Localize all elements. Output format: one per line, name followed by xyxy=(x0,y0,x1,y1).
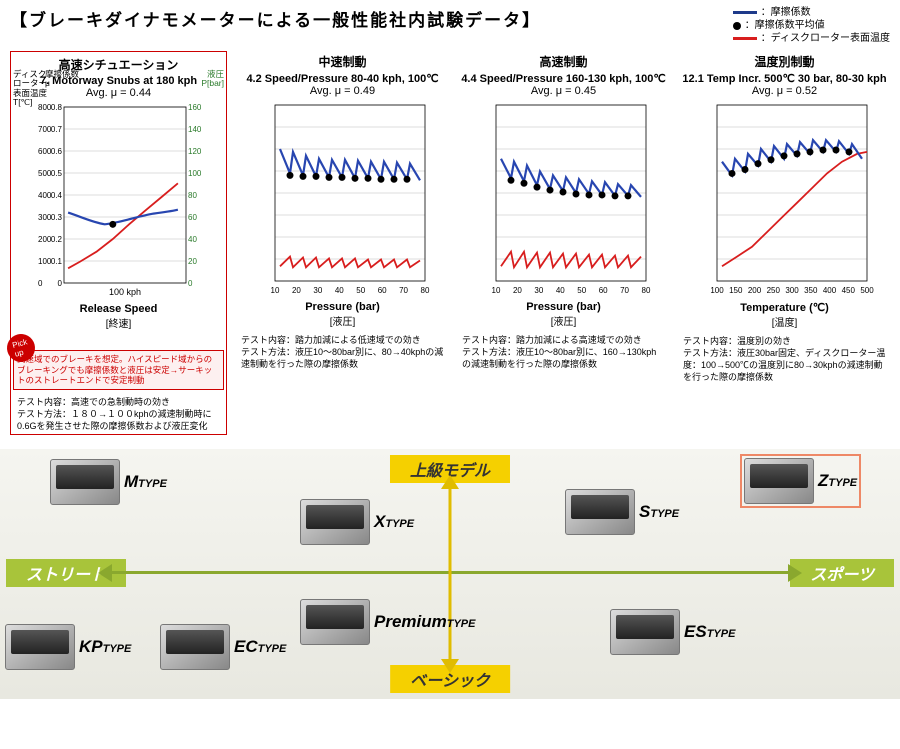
svg-text:20: 20 xyxy=(188,257,197,266)
product-x[interactable]: XTYPE xyxy=(300,499,414,545)
svg-text:80: 80 xyxy=(188,191,197,200)
svg-text:60: 60 xyxy=(377,286,386,295)
chart-0: 高速シチュエーション7. Motorway Snubs at 180 kphAv… xyxy=(10,51,227,435)
product-es[interactable]: ESTYPE xyxy=(610,609,735,655)
chart-1: 中速制動4.2 Speed/Pressure 80-40 kph, 100℃Av… xyxy=(237,51,448,435)
svg-text:700: 700 xyxy=(38,125,52,134)
page-title: 【ブレーキダイナモメーターによる一般性能社内試験データ】 xyxy=(10,6,541,31)
svg-text:450: 450 xyxy=(841,286,855,295)
svg-text:40: 40 xyxy=(188,235,197,244)
svg-text:40: 40 xyxy=(334,286,343,295)
svg-text:30: 30 xyxy=(313,286,322,295)
svg-text:30: 30 xyxy=(534,286,543,295)
svg-text:150: 150 xyxy=(729,286,743,295)
svg-text:0.1: 0.1 xyxy=(50,257,62,266)
svg-text:0: 0 xyxy=(38,279,43,288)
svg-text:10: 10 xyxy=(270,286,279,295)
svg-text:120: 120 xyxy=(188,147,202,156)
svg-text:600: 600 xyxy=(38,147,52,156)
svg-text:500: 500 xyxy=(860,286,874,295)
svg-text:400: 400 xyxy=(822,286,836,295)
svg-text:200: 200 xyxy=(38,235,52,244)
svg-text:100: 100 xyxy=(710,286,724,295)
svg-text:0.8: 0.8 xyxy=(50,103,62,112)
svg-text:60: 60 xyxy=(188,213,197,222)
svg-text:350: 350 xyxy=(804,286,818,295)
product-m[interactable]: MTYPE xyxy=(50,459,167,505)
svg-text:0.3: 0.3 xyxy=(50,213,62,222)
product-map: 上級モデル ベーシック ストリート スポーツ MTYPEXTYPESTYPEZT… xyxy=(0,449,900,699)
svg-text:300: 300 xyxy=(38,213,52,222)
svg-text:0.7: 0.7 xyxy=(50,125,62,134)
svg-text:70: 70 xyxy=(399,286,408,295)
svg-text:50: 50 xyxy=(356,286,365,295)
svg-text:140: 140 xyxy=(188,125,202,134)
svg-text:250: 250 xyxy=(766,286,780,295)
svg-text:80: 80 xyxy=(641,286,650,295)
svg-text:20: 20 xyxy=(291,286,300,295)
axis-label-right: スポーツ xyxy=(790,559,894,587)
svg-text:80: 80 xyxy=(420,286,429,295)
product-z[interactable]: ZTYPE xyxy=(740,454,861,508)
product-s[interactable]: STYPE xyxy=(565,489,679,535)
svg-text:40: 40 xyxy=(555,286,564,295)
svg-text:10: 10 xyxy=(491,286,500,295)
chart-2: 高速制動4.4 Speed/Pressure 160-130 kph, 100℃… xyxy=(458,51,669,435)
svg-text:200: 200 xyxy=(747,286,761,295)
svg-text:0: 0 xyxy=(57,279,62,288)
product-kp[interactable]: KPTYPE xyxy=(5,624,131,670)
product-premium[interactable]: PremiumTYPE xyxy=(300,599,475,645)
svg-text:60: 60 xyxy=(598,286,607,295)
svg-text:0: 0 xyxy=(188,279,193,288)
svg-text:20: 20 xyxy=(512,286,521,295)
svg-text:100: 100 xyxy=(38,257,52,266)
svg-text:100 kph: 100 kph xyxy=(108,287,140,297)
svg-text:100: 100 xyxy=(188,169,202,178)
svg-text:300: 300 xyxy=(785,286,799,295)
product-ec[interactable]: ECTYPE xyxy=(160,624,286,670)
legend: ：摩擦係数：摩擦係数平均値：ディスクローター表面温度 xyxy=(733,6,890,45)
svg-text:400: 400 xyxy=(38,191,52,200)
svg-text:70: 70 xyxy=(620,286,629,295)
chart-3: 温度別制動12.1 Temp Incr. 500℃ 30 bar, 80-30 … xyxy=(679,51,890,435)
svg-text:50: 50 xyxy=(577,286,586,295)
svg-text:160: 160 xyxy=(188,103,202,112)
svg-text:0.2: 0.2 xyxy=(50,235,62,244)
svg-text:0.6: 0.6 xyxy=(50,147,62,156)
svg-text:0.5: 0.5 xyxy=(50,169,62,178)
svg-text:500: 500 xyxy=(38,169,52,178)
svg-text:0.4: 0.4 xyxy=(50,191,62,200)
